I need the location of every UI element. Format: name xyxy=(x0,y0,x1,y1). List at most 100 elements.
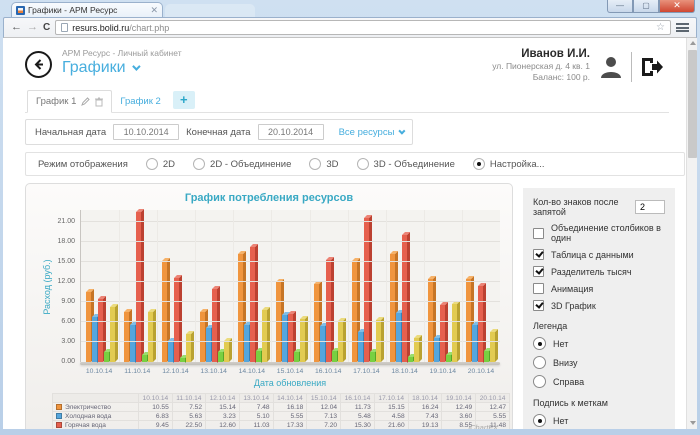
back-icon[interactable]: ← xyxy=(11,21,22,33)
settings-checkbox-4[interactable]: Анимация xyxy=(533,283,665,294)
chart-bar[interactable] xyxy=(402,231,411,362)
chart-bar[interactable] xyxy=(370,348,379,362)
radio-icon[interactable] xyxy=(472,158,485,170)
chart-bar[interactable] xyxy=(103,348,112,362)
decimals-input[interactable] xyxy=(635,200,665,214)
chart-bar[interactable] xyxy=(217,349,226,362)
chart-bar[interactable] xyxy=(282,311,291,362)
forward-icon[interactable]: → xyxy=(27,21,38,33)
chart-bar[interactable] xyxy=(326,257,335,362)
start-date-input[interactable] xyxy=(113,124,180,140)
browser-menu-icon[interactable] xyxy=(676,23,689,32)
chart-bar[interactable] xyxy=(167,337,176,362)
url-text[interactable]: resurs.bolid.ru/chart.php xyxy=(72,23,652,33)
reload-icon[interactable]: C xyxy=(43,21,51,33)
window-close-button[interactable]: ✕ xyxy=(659,0,695,13)
end-date-input[interactable] xyxy=(257,124,324,140)
radio-icon[interactable] xyxy=(309,158,322,170)
checkbox-icon[interactable] xyxy=(533,249,544,260)
chart-bar[interactable] xyxy=(223,337,232,362)
checkbox-icon[interactable] xyxy=(533,283,544,294)
settings-checkbox-2[interactable]: Таблица с данными xyxy=(533,249,665,260)
chart-bar[interactable] xyxy=(320,322,329,362)
chart-bar[interactable] xyxy=(109,303,118,362)
radio-icon[interactable] xyxy=(145,158,158,170)
legend-option-3[interactable]: Справа xyxy=(533,375,665,388)
chart-bar[interactable] xyxy=(452,301,461,362)
checkbox-icon[interactable] xyxy=(533,266,544,277)
tab-close-icon[interactable]: ✕ xyxy=(150,4,158,15)
chart-bar[interactable] xyxy=(434,335,443,362)
mode-option-4[interactable]: 3D - Объединение xyxy=(356,158,455,170)
radio-icon[interactable] xyxy=(533,337,546,350)
chart-bar[interactable] xyxy=(332,348,341,362)
radio-icon[interactable] xyxy=(533,356,546,369)
chart-bar[interactable] xyxy=(123,308,132,362)
chart-bar[interactable] xyxy=(484,348,493,362)
settings-checkbox-3[interactable]: Разделитель тысяч xyxy=(533,266,665,277)
chart-bar[interactable] xyxy=(408,354,417,362)
chart-bar[interactable] xyxy=(300,315,309,362)
chart-bar[interactable] xyxy=(91,313,100,362)
chart-tab-1[interactable]: График 1 xyxy=(27,90,113,113)
scrollbar-thumb[interactable] xyxy=(688,50,697,158)
chart-bar[interactable] xyxy=(129,321,138,362)
chart-bar[interactable] xyxy=(141,352,150,362)
chart-bar[interactable] xyxy=(161,258,170,362)
chart-bar[interactable] xyxy=(358,328,367,362)
legend-option-2[interactable]: Внизу xyxy=(533,356,665,369)
user-profile-icon[interactable] xyxy=(598,54,624,80)
delete-trash-icon[interactable] xyxy=(95,97,104,107)
marks-option-1[interactable]: Нет xyxy=(533,414,665,427)
chart-bar[interactable] xyxy=(490,329,499,362)
chart-bar[interactable] xyxy=(261,307,270,362)
chart-bar[interactable] xyxy=(243,322,252,362)
chart-bar[interactable] xyxy=(364,215,373,362)
checkbox-icon[interactable] xyxy=(533,227,544,239)
add-chart-tab-button[interactable]: + xyxy=(172,91,195,109)
chart-bar[interactable] xyxy=(237,251,246,362)
scroll-up-arrow[interactable] xyxy=(688,39,697,48)
all-resources-link[interactable]: Все ресурсы xyxy=(339,127,406,138)
settings-checkbox-5[interactable]: 3D График xyxy=(533,300,665,311)
settings-checkbox-1[interactable]: Объединение столбиков в один xyxy=(533,223,665,243)
checkbox-icon[interactable] xyxy=(533,300,544,311)
chart-bar[interactable] xyxy=(396,309,405,362)
chart-bar[interactable] xyxy=(466,275,475,362)
chart-bar[interactable] xyxy=(352,258,361,362)
chart-bar[interactable] xyxy=(249,243,258,362)
chart-bar[interactable] xyxy=(446,352,455,362)
chart-bar[interactable] xyxy=(440,302,449,362)
chart-bar[interactable] xyxy=(147,309,156,362)
chart-bar[interactable] xyxy=(390,250,399,362)
radio-icon[interactable] xyxy=(533,375,546,388)
chart-bar[interactable] xyxy=(414,335,423,362)
radio-icon[interactable] xyxy=(356,158,369,170)
bookmark-star-icon[interactable]: ☆ xyxy=(656,21,665,33)
mode-option-1[interactable]: 2D xyxy=(145,158,175,170)
chart-bar[interactable] xyxy=(97,296,106,362)
scroll-down-arrow[interactable] xyxy=(688,419,697,428)
radio-icon[interactable] xyxy=(193,158,206,170)
page-title[interactable]: Графики xyxy=(62,59,141,77)
edit-pencil-icon[interactable] xyxy=(81,97,91,106)
new-tab-button[interactable] xyxy=(165,4,255,17)
window-minimize-button[interactable]: — xyxy=(607,0,633,13)
window-maximize-button[interactable]: ▢ xyxy=(633,0,659,13)
chart-tab-2[interactable]: График 2 xyxy=(112,91,168,112)
legend-option-1[interactable]: Нет xyxy=(533,337,665,350)
page-scrollbar[interactable] xyxy=(686,38,697,429)
chart-bar[interactable] xyxy=(211,285,220,362)
chart-bar[interactable] xyxy=(173,275,182,362)
chart-bar[interactable] xyxy=(472,322,481,362)
chart-bar[interactable] xyxy=(135,209,144,362)
chart-bar[interactable] xyxy=(185,331,194,362)
address-bar[interactable]: resurs.bolid.ru/chart.php ☆ xyxy=(55,20,671,35)
chart-bar[interactable] xyxy=(478,282,487,362)
browser-tab[interactable]: Графики - АРМ Ресурс ✕ xyxy=(11,2,163,17)
mode-option-2[interactable]: 2D - Объединение xyxy=(193,158,291,170)
page-back-button[interactable] xyxy=(25,51,52,78)
mode-option-5[interactable]: Настройка... xyxy=(472,158,545,170)
logout-icon[interactable] xyxy=(639,55,665,79)
chart-bar[interactable] xyxy=(85,288,94,362)
